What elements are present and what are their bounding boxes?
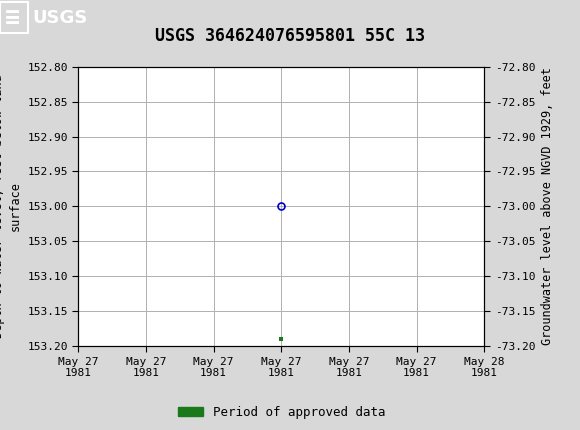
Text: ≡: ≡ [5, 6, 20, 30]
Text: USGS: USGS [32, 9, 87, 27]
Legend: Period of approved data: Period of approved data [172, 401, 390, 424]
Bar [0, 2, 28, 34]
Text: USGS 364624076595801 55C 13: USGS 364624076595801 55C 13 [155, 27, 425, 45]
Y-axis label: Groundwater level above NGVD 1929, feet: Groundwater level above NGVD 1929, feet [541, 68, 554, 345]
Y-axis label: Depth to water level, feet below land
surface: Depth to water level, feet below land su… [0, 74, 22, 338]
